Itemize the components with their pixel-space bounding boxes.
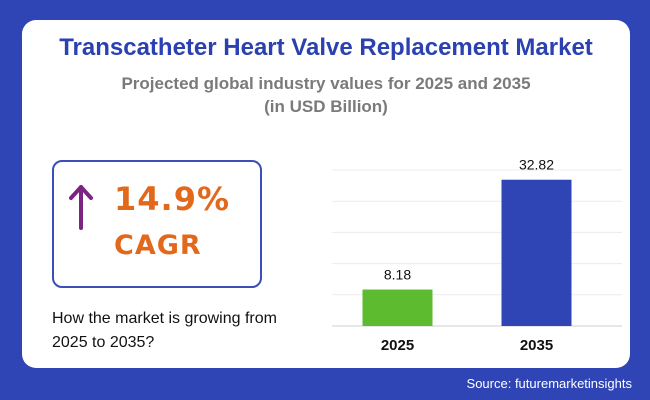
- arrow-up-icon: [69, 185, 93, 230]
- infographic-card: Transcatheter Heart Valve Replacement Ma…: [22, 20, 630, 368]
- subtitle-line-1: Projected global industry values for 202…: [121, 74, 531, 93]
- bar-chart: 8.18 2025 32.82 2035: [332, 157, 622, 354]
- bar-2035: [501, 179, 572, 326]
- page-title: Transcatheter Heart Valve Replacement Ma…: [59, 34, 593, 61]
- cagr-value: 14.9%: [114, 180, 231, 218]
- growth-question: How the market is growing from 2025 to 2…: [52, 310, 277, 351]
- data-label-2025: 8.18: [384, 267, 411, 283]
- x-tick-label-2035: 2035: [520, 337, 553, 354]
- x-tick-label-2025: 2025: [381, 337, 414, 354]
- subtitle-line-2: (in USD Billion): [264, 97, 388, 116]
- bar-2025: [362, 289, 433, 326]
- source-label: Source: futuremarketinsights: [466, 376, 632, 391]
- cagr-box: 14.9% CAGR: [52, 160, 262, 288]
- subtitle: Projected global industry values for 202…: [22, 72, 630, 118]
- cagr-label: CAGR: [114, 230, 202, 261]
- data-label-2035: 32.82: [519, 157, 554, 173]
